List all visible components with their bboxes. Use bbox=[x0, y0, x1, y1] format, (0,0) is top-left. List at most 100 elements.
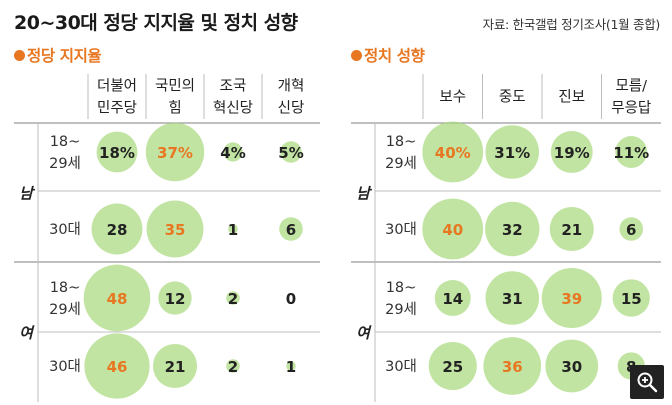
cell-value: 0 bbox=[286, 290, 296, 308]
value-bubble bbox=[422, 121, 484, 183]
row-label: 18~ bbox=[50, 134, 81, 150]
cell-value: 2 bbox=[228, 358, 238, 376]
cell-value: 28 bbox=[107, 221, 128, 239]
value-bubble bbox=[223, 142, 243, 162]
cell-value: 11% bbox=[613, 144, 649, 162]
value-bubble bbox=[485, 271, 540, 325]
column-header: 무응답 bbox=[611, 100, 651, 117]
value-bubble bbox=[280, 141, 302, 163]
cell-value: 14 bbox=[442, 290, 463, 308]
chart-title: 20~30대 정당 지지율 및 정치 성향 bbox=[14, 12, 298, 34]
column-header: 신당 bbox=[278, 100, 305, 117]
cell-value: 21 bbox=[561, 221, 582, 239]
cell-value: 15 bbox=[621, 290, 642, 308]
row-label: 29세 bbox=[49, 155, 81, 172]
cell-value: 31% bbox=[494, 144, 530, 162]
column-header: 개혁 bbox=[278, 78, 305, 95]
value-bubble bbox=[158, 281, 192, 315]
value-bubble bbox=[428, 341, 477, 391]
row-label: 29세 bbox=[385, 301, 417, 318]
value-bubble bbox=[226, 291, 240, 305]
cell-value: 21 bbox=[165, 358, 186, 376]
column-header: 진보 bbox=[558, 89, 585, 106]
value-bubble bbox=[422, 198, 484, 260]
bullet-dot-icon bbox=[351, 50, 362, 61]
zoom-in-icon bbox=[637, 372, 658, 393]
cell-value: 39 bbox=[561, 290, 582, 308]
value-bubble bbox=[228, 224, 238, 234]
column-header: 민주당 bbox=[97, 100, 137, 117]
value-bubble bbox=[549, 206, 594, 252]
cell-value: 40 bbox=[442, 221, 463, 239]
group-label: 여 bbox=[19, 324, 35, 342]
value-bubble bbox=[145, 122, 205, 182]
cell-value: 1 bbox=[286, 358, 296, 376]
value-bubble bbox=[550, 131, 593, 173]
cell-value: 4% bbox=[220, 144, 245, 162]
column-header: 혁신당 bbox=[213, 100, 253, 117]
value-bubble bbox=[91, 203, 143, 255]
value-bubble bbox=[483, 337, 542, 395]
value-bubble bbox=[485, 201, 540, 257]
group-label: 여 bbox=[356, 324, 372, 342]
cell-value: 6 bbox=[286, 221, 296, 239]
value-bubble bbox=[84, 333, 150, 399]
row-label: 30대 bbox=[385, 358, 417, 375]
row-label: 18~ bbox=[50, 280, 81, 296]
zoom-button[interactable] bbox=[630, 365, 664, 399]
value-bubble bbox=[279, 217, 303, 241]
row-label: 18~ bbox=[386, 134, 417, 150]
cell-value: 18% bbox=[99, 144, 135, 162]
cell-value: 36 bbox=[502, 358, 523, 376]
value-bubble bbox=[612, 279, 650, 317]
row-label: 30대 bbox=[49, 221, 81, 238]
row-label: 18~ bbox=[386, 280, 417, 296]
party-support-title: 정당 지지율 bbox=[27, 47, 102, 65]
ideology-heading: 정치 성향 bbox=[351, 44, 425, 66]
value-bubble bbox=[541, 267, 602, 329]
value-bubble bbox=[146, 200, 204, 258]
cell-value: 31 bbox=[502, 290, 523, 308]
bullet-dot-icon bbox=[14, 50, 25, 61]
value-bubble bbox=[485, 125, 540, 179]
cell-value: 5% bbox=[278, 144, 303, 162]
cell-value: 46 bbox=[107, 358, 128, 376]
value-bubble bbox=[152, 343, 198, 389]
ideology-title: 정치 성향 bbox=[364, 47, 425, 65]
cell-value: 37% bbox=[157, 144, 193, 162]
cell-value: 35 bbox=[165, 221, 186, 239]
cell-value: 40% bbox=[435, 144, 471, 162]
row-label: 29세 bbox=[385, 155, 417, 172]
row-label: 30대 bbox=[49, 358, 81, 375]
row-label: 29세 bbox=[49, 301, 81, 318]
value-bubble bbox=[545, 339, 599, 393]
value-bubble bbox=[615, 136, 648, 168]
column-header: 더불어 bbox=[97, 78, 137, 95]
cell-value: 25 bbox=[442, 358, 463, 376]
column-header: 중도 bbox=[499, 90, 526, 106]
value-bubble bbox=[83, 264, 151, 332]
value-bubble bbox=[226, 359, 240, 373]
source-note: 자료: 한국갤럽 정기조사(1월 종합) bbox=[482, 17, 661, 32]
value-bubble bbox=[96, 131, 138, 173]
cell-value: 6 bbox=[626, 221, 636, 239]
party-support-heading: 정당 지지율 bbox=[14, 44, 102, 66]
value-bubble bbox=[286, 361, 296, 371]
column-header: 국민의 bbox=[155, 78, 195, 95]
column-header: 힘 bbox=[168, 100, 181, 117]
group-label: 남 bbox=[356, 185, 372, 203]
cell-value: 1 bbox=[228, 221, 238, 239]
cell-value: 12 bbox=[165, 290, 186, 308]
group-label: 남 bbox=[19, 185, 35, 203]
row-label: 30대 bbox=[385, 221, 417, 238]
cell-value: 19% bbox=[554, 144, 590, 162]
value-bubble bbox=[434, 280, 471, 316]
column-header: 보수 bbox=[439, 89, 466, 106]
column-header: 조국 bbox=[220, 79, 247, 95]
cell-value: 48 bbox=[107, 290, 128, 308]
column-header: 모름/ bbox=[615, 79, 647, 95]
cell-value: 2 bbox=[228, 290, 238, 308]
cell-value: 32 bbox=[502, 221, 523, 239]
